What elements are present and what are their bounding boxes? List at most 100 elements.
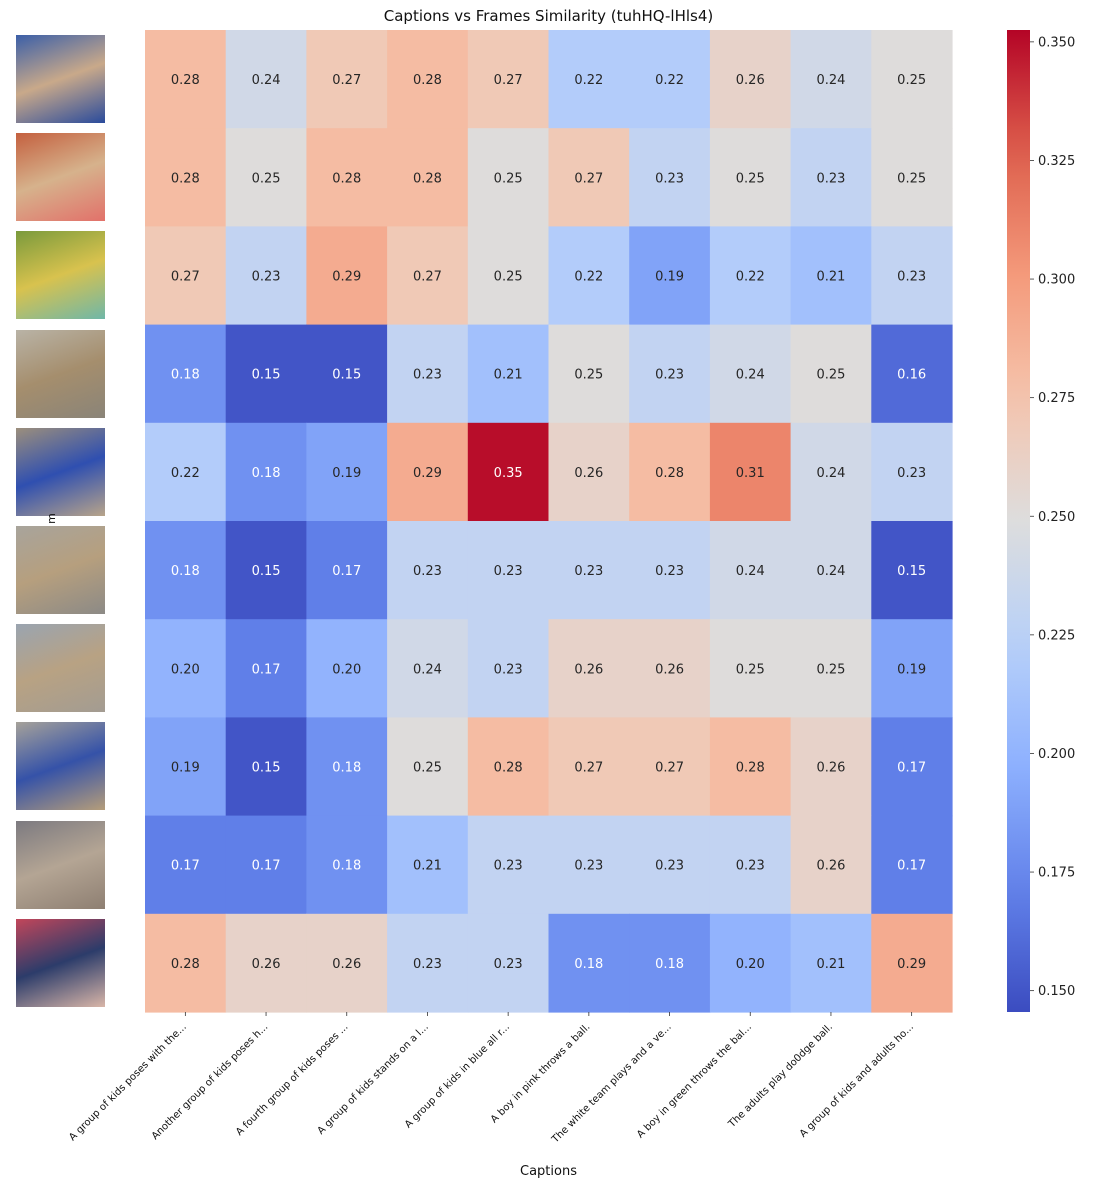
frame-thumbnail [16, 820, 105, 909]
heatmap-cell [225, 324, 307, 424]
frame-thumbnail [16, 918, 105, 1007]
heatmap-cell [225, 815, 307, 915]
heatmap-cell [871, 913, 953, 1013]
heatmap-cell [387, 422, 469, 522]
cell-value-label: 0.22 [171, 466, 200, 481]
heatmap-cell [871, 619, 953, 718]
heatmap-cell [548, 619, 630, 718]
cell-value-label: 0.28 [494, 761, 523, 776]
cell-value-label: 0.23 [494, 859, 523, 874]
cell-value-label: 0.23 [655, 368, 684, 383]
heatmap-cell [145, 619, 227, 718]
cell-value-label: 0.23 [655, 859, 684, 874]
heatmap-cell [145, 226, 227, 326]
heatmap-cell [467, 913, 550, 1013]
heatmap-cell [871, 521, 953, 620]
frame-image [16, 329, 105, 418]
cell-value-label: 0.28 [171, 171, 200, 186]
cell-value-label: 0.27 [413, 270, 442, 285]
heatmap-cell [709, 30, 792, 129]
heatmap-cell [709, 226, 792, 326]
cell-value-label: 0.24 [736, 564, 765, 579]
cell-value-label: 0.15 [897, 564, 926, 579]
heatmap-cell [225, 128, 307, 227]
cell-value-label: 0.15 [252, 761, 281, 776]
cell-value-label: 0.20 [332, 662, 361, 677]
heatmap-cell [629, 30, 711, 129]
heatmap-cell [790, 30, 872, 129]
heatmap-cell [306, 422, 388, 522]
frame-image [16, 427, 105, 516]
heatmap-cell [709, 815, 792, 915]
cell-value-label: 0.25 [816, 662, 845, 677]
frame-thumbnail [16, 624, 105, 713]
cell-value-label: 0.25 [413, 761, 442, 776]
cell-value-label: 0.27 [574, 761, 603, 776]
cell-value-label: 0.28 [413, 171, 442, 186]
heatmap-cell [709, 521, 792, 620]
frame-image [16, 133, 105, 222]
cell-value-label: 0.35 [494, 466, 523, 481]
cell-value-label: 0.21 [413, 859, 442, 874]
cell-value-label: 0.25 [494, 270, 523, 285]
frame-image [16, 624, 105, 713]
heatmap-cell [548, 815, 630, 915]
heatmap-cell [387, 521, 469, 620]
cell-value-label: 0.26 [574, 466, 603, 481]
frame-thumbnail [16, 231, 105, 320]
cell-value-label: 0.25 [736, 662, 765, 677]
colorbar-tick-label: 0.325 [1038, 154, 1075, 169]
cell-value-label: 0.23 [897, 466, 926, 481]
heatmap-cell [387, 226, 469, 326]
cell-value-label: 0.21 [816, 270, 845, 285]
heatmap-cell [629, 619, 711, 718]
cell-value-label: 0.19 [171, 761, 200, 776]
cell-value-label: 0.15 [332, 368, 361, 383]
frame-image [16, 526, 105, 614]
cell-value-label: 0.23 [494, 662, 523, 677]
colorbar-tick-label: 0.175 [1038, 866, 1075, 881]
heatmap-cell [790, 913, 872, 1013]
heatmap-cell [467, 717, 550, 817]
cell-value-label: 0.17 [332, 564, 361, 579]
cell-value-label: 0.28 [332, 171, 361, 186]
heatmap-cell [467, 226, 550, 326]
cell-value-label: 0.27 [332, 73, 361, 88]
cell-value-label: 0.23 [252, 270, 281, 285]
cell-value-label: 0.24 [413, 662, 442, 677]
cell-value-label: 0.23 [413, 564, 442, 579]
heatmap-cell [387, 619, 469, 718]
cell-value-label: 0.25 [736, 171, 765, 186]
heatmap-cell [709, 717, 792, 817]
cell-value-label: 0.17 [252, 859, 281, 874]
heatmap-cell [225, 619, 307, 718]
heatmap-cell [790, 226, 872, 326]
heatmap-cell [306, 717, 388, 817]
cell-value-label: 0.25 [494, 171, 523, 186]
cell-value-label: 0.29 [897, 957, 926, 972]
cell-value-label: 0.23 [816, 171, 845, 186]
cell-value-label: 0.18 [574, 957, 603, 972]
heatmap-cell [306, 30, 388, 129]
heatmap-cell [306, 128, 388, 227]
heatmap-cell [225, 226, 307, 326]
cell-value-label: 0.22 [574, 73, 603, 88]
cell-value-label: 0.27 [171, 270, 200, 285]
colorbar-tick-label: 0.300 [1038, 273, 1075, 288]
cell-value-label: 0.23 [736, 859, 765, 874]
heatmap-cell [709, 128, 792, 227]
frame-image [16, 722, 105, 811]
cell-value-label: 0.18 [332, 859, 361, 874]
cell-value-label: 0.18 [655, 957, 684, 972]
heatmap-cell [871, 422, 953, 522]
cell-value-label: 0.22 [574, 270, 603, 285]
heatmap-cell [145, 521, 227, 620]
heatmap-cell [306, 619, 388, 718]
heatmap-cell [225, 913, 307, 1013]
heatmap-cell [629, 717, 711, 817]
cell-value-label: 0.23 [574, 859, 603, 874]
cell-value-label: 0.17 [897, 859, 926, 874]
heatmap-cell [306, 913, 388, 1013]
heatmap-cell [548, 717, 630, 817]
heatmap-cell [790, 717, 872, 817]
